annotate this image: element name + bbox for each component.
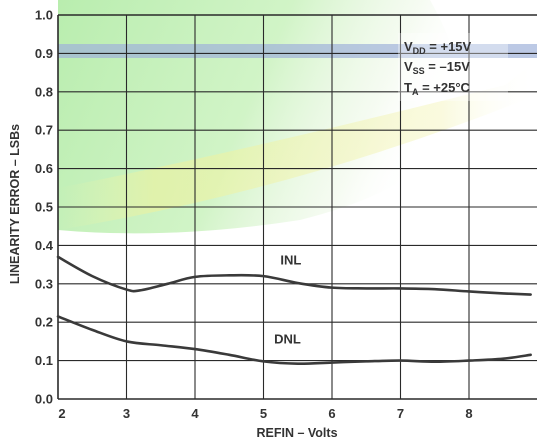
series-line-dnl xyxy=(56,315,532,365)
y-tick-label-9: 0.9 xyxy=(35,46,53,61)
y-tick-label-4: 0.4 xyxy=(35,238,54,253)
y-tick-label-10: 1.0 xyxy=(35,8,53,23)
x-tick-label-4: 6 xyxy=(328,406,335,421)
y-tick-label-2: 0.2 xyxy=(35,315,53,330)
tick-labels: 0.0 0.1 0.2 0.3 0.4 0.5 0.6 0.7 0.8 0.9 1.0 2 3 4 5 6 7 8 xyxy=(35,8,473,422)
y-axis-title: LINEARITY ERROR – LSBs xyxy=(8,124,22,284)
condition-vss: VSS = –15V xyxy=(404,59,470,76)
y-tick-label-5: 0.5 xyxy=(35,200,53,215)
series-labels: INL DNL xyxy=(274,253,301,347)
y-tick-label-0: 0.0 xyxy=(35,392,53,407)
x-tick-label-1: 3 xyxy=(123,406,130,421)
x-tick-label-5: 7 xyxy=(397,406,404,421)
y-tick-label-7: 0.7 xyxy=(35,123,53,138)
series-lines xyxy=(56,255,532,365)
y-tick-label-1: 0.1 xyxy=(35,353,53,368)
condition-ta: TA = +25°C xyxy=(404,80,471,97)
series-label-dnl: DNL xyxy=(274,331,301,346)
x-tick-label-0: 2 xyxy=(58,406,65,421)
y-tick-label-6: 0.6 xyxy=(35,161,53,176)
y-tick-label-3: 0.3 xyxy=(35,276,53,291)
plot-grid xyxy=(57,14,537,400)
test-conditions-legend: VDD = +15V VSS = –15V TA = +25°C xyxy=(398,33,508,101)
y-tick-label-8: 0.8 xyxy=(35,84,53,99)
condition-vdd: VDD = +15V xyxy=(404,39,472,56)
x-tick-label-2: 4 xyxy=(191,406,199,421)
series-label-inl: INL xyxy=(280,253,301,268)
x-axis-title: REFIN – Volts xyxy=(256,426,337,440)
x-tick-label-6: 8 xyxy=(465,406,472,421)
series-line-inl xyxy=(56,255,532,296)
x-tick-label-3: 5 xyxy=(260,406,267,421)
background-highlight xyxy=(58,0,537,234)
